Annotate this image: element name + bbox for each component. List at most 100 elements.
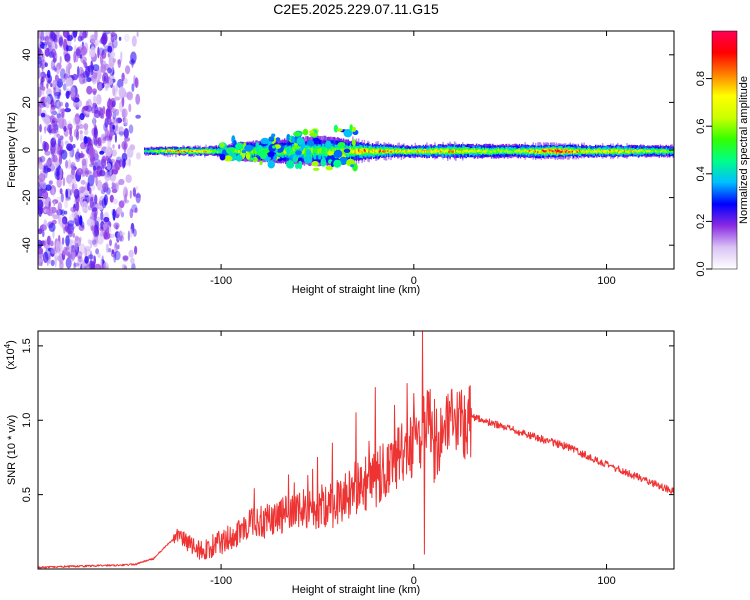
signal-band-cell [475, 150, 478, 153]
signal-band-cell [618, 150, 620, 154]
y-tick-label: -20 [21, 190, 33, 206]
signal-band-cell [655, 150, 657, 152]
signal-band-cell [293, 148, 295, 153]
signal-band-cell [209, 149, 212, 153]
signal-band-cell [547, 150, 550, 153]
signal-band-cell [480, 150, 482, 155]
signal-band-cell [466, 149, 469, 154]
signal-band-cell [541, 149, 544, 152]
noise-speckle [78, 124, 84, 129]
noise-speckle [118, 178, 125, 186]
signal-band-cell [464, 150, 466, 153]
signal-band-cell [487, 150, 489, 153]
signal-band-cell [351, 149, 353, 153]
noise-speckle [41, 62, 44, 72]
noise-speckle [76, 148, 80, 155]
signal-blob [295, 163, 300, 170]
colorbar: 0.0 0.2 0.4 0.6 0.8 Normalized spectral ampl… [695, 30, 750, 277]
signal-band-cell [453, 150, 456, 153]
signal-blob [307, 139, 315, 146]
noise-speckle [125, 65, 131, 75]
noise-speckle [121, 72, 125, 82]
noise-speckle [95, 137, 100, 145]
signal-band-cell [423, 150, 426, 152]
noise-speckle [109, 239, 112, 247]
signal-band-cell [187, 150, 190, 154]
noise-speckle [80, 221, 85, 228]
signal-blob [268, 136, 275, 141]
noise-speckle [94, 158, 102, 170]
signal-band-cell [184, 151, 186, 153]
noise-speckle [95, 175, 98, 187]
colorbar-tick-label: 0.8 [695, 71, 707, 86]
signal-blob [291, 145, 301, 150]
noise-speckle [105, 243, 109, 253]
noise-speckle [123, 117, 128, 127]
signal-band-cell [425, 151, 427, 153]
noise-speckle [41, 190, 49, 200]
noise-speckle [46, 207, 52, 216]
signal-band-cell [566, 149, 568, 152]
signal-band-cell [378, 150, 381, 153]
noise-speckle [69, 127, 72, 137]
signal-band-cell [392, 150, 395, 152]
signal-band-cell [540, 151, 543, 153]
signal-band-cell [373, 149, 375, 152]
signal-band-cell [429, 150, 432, 153]
noise-speckle [58, 117, 65, 129]
signal-band-cell [569, 150, 571, 153]
noise-speckle [99, 150, 105, 155]
colorbar-tick-label: 0.6 [695, 119, 707, 134]
signal-band-cell [644, 149, 647, 152]
noise-speckle [73, 211, 78, 223]
noise-speckle [63, 210, 68, 215]
noise-speckle [65, 188, 72, 200]
signal-band-cell [621, 149, 624, 152]
signal-band-cell [206, 150, 208, 154]
signal-band-cell [576, 150, 578, 153]
noise-speckle [94, 78, 101, 83]
signal-band-cell [648, 150, 650, 153]
noise-speckle [69, 86, 76, 98]
noise-speckle [48, 126, 52, 135]
noise-speckle [55, 99, 61, 109]
signal-band-cell [477, 150, 479, 153]
signal-band-cell [430, 151, 433, 153]
noise-speckle [118, 144, 121, 150]
signal-band-cell [665, 151, 667, 153]
signal-band-cell [511, 151, 514, 154]
signal-band-cell [488, 150, 491, 153]
noise-speckle [67, 159, 72, 170]
signal-band-cell [177, 150, 179, 152]
noise-speckle [131, 83, 135, 92]
noise-speckle [121, 140, 128, 150]
noise-speckle [65, 63, 71, 76]
noise-speckle [48, 51, 55, 58]
signal-band-cell [357, 148, 360, 152]
noise-speckle [46, 167, 52, 173]
signal-band-cell [595, 150, 597, 153]
signal-band-cell [177, 150, 179, 154]
colorbar-tick-label: 0.0 [695, 261, 707, 276]
noise-speckle [102, 223, 108, 231]
noise-speckle [57, 100, 61, 109]
noise-speckle [114, 133, 117, 143]
noise-speckle [123, 33, 130, 42]
noise-speckle [129, 190, 132, 199]
signal-band-cell [363, 149, 366, 152]
noise-speckle [48, 222, 56, 232]
signal-band-cell [606, 149, 608, 152]
noise-speckle [100, 60, 107, 70]
signal-band-cell [189, 149, 191, 152]
signal-band-cell [164, 151, 167, 153]
noise-speckle [105, 145, 112, 157]
signal-band-cell [362, 149, 365, 153]
noise-speckle [129, 229, 133, 238]
signal-band-cell [206, 150, 208, 152]
signal-band-cell [530, 148, 532, 153]
signal-band-cell [508, 150, 510, 153]
signal-band-cell [435, 150, 437, 153]
signal-band-cell [634, 149, 636, 152]
signal-band-cell [450, 150, 452, 153]
noise-speckle [80, 179, 86, 185]
